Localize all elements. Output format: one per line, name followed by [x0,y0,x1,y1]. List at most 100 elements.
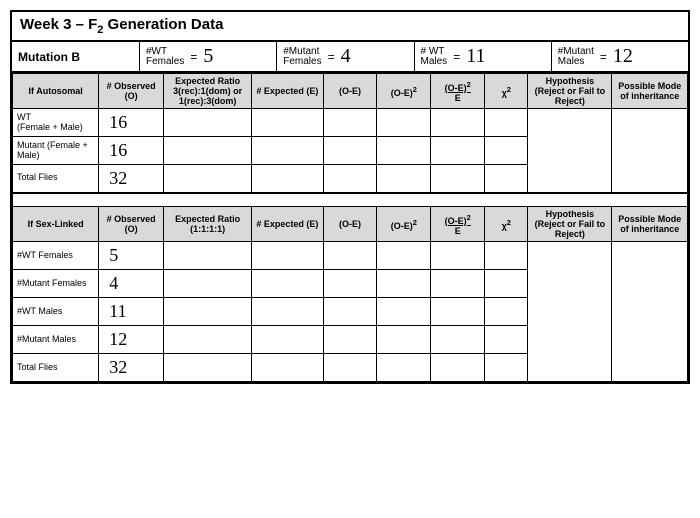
empty-cell [252,137,323,165]
empty-cell [377,137,431,165]
col-header: Possible Mode of inheritance [612,207,688,242]
empty-cell [323,354,377,382]
empty-cell [431,165,485,193]
hypothesis-cell [528,109,612,193]
row-label: WT(Female + Male) [13,109,99,137]
table-row: WT(Female + Male) 16 [13,109,688,137]
col-header: Expected Ratio (1:1:1:1) [163,207,251,242]
table-row: #WT Females 5 [13,242,688,270]
empty-cell [431,109,485,137]
empty-cell [323,270,377,298]
empty-cell [252,242,323,270]
mutant-males-label: #MutantMales [558,47,594,67]
empty-cell [252,326,323,354]
empty-cell [377,354,431,382]
col-header: If Autosomal [13,74,99,109]
empty-cell [485,354,528,382]
equals-sign: = [190,50,197,64]
empty-cell [485,270,528,298]
header-row: If Sex-Linked# Observed (O)Expected Rati… [13,207,688,242]
empty-cell [323,242,377,270]
empty-cell [252,165,323,193]
col-header: (O-E)2E [431,74,485,109]
observed-value: 5 [109,245,118,265]
empty-cell [377,270,431,298]
empty-cell [485,242,528,270]
empty-cell [323,137,377,165]
col-header: # Expected (E) [252,207,323,242]
empty-cell [431,354,485,382]
empty-cell [377,326,431,354]
observed-value: 16 [109,112,127,132]
empty-cell [163,242,251,270]
empty-cell [163,326,251,354]
observed-value: 4 [109,273,118,293]
observed-value: 12 [109,329,127,349]
worksheet: Week 3 – F2 Generation Data Mutation B #… [10,10,690,384]
row-label: Total Flies [13,165,99,193]
observed-cell: 5 [99,242,164,270]
observed-cell: 32 [99,165,164,193]
empty-cell [163,270,251,298]
col-header: # Observed (O) [99,207,164,242]
observed-cell: 11 [99,298,164,326]
empty-cell [163,298,251,326]
row-label: Total Flies [13,354,99,382]
empty-cell [431,270,485,298]
col-header: χ2 [485,207,528,242]
observed-value: 32 [109,357,127,377]
empty-cell [323,165,377,193]
empty-cell [485,298,528,326]
mode-cell [612,109,688,193]
empty-cell [163,137,251,165]
header-row: If Autosomal# Observed (O)Expected Ratio… [13,74,688,109]
table-body: If Autosomal# Observed (O)Expected Ratio… [13,74,688,382]
col-header: Hypothesis (Reject or Fail to Reject) [528,207,612,242]
empty-cell [252,298,323,326]
empty-cell [377,109,431,137]
col-header: (O-E) [323,74,377,109]
observed-value: 32 [109,168,127,188]
hypothesis-cell [528,242,612,382]
mutant-females-cell: #MutantFemales = 4 [277,42,414,71]
equals-sign: = [328,50,335,64]
mutant-males-value: 12 [613,45,633,68]
row-label: #WT Males [13,298,99,326]
col-header: Possible Mode of inheritance [612,74,688,109]
col-header: Expected Ratio 3(rec):1(dom) or 1(rec):3… [163,74,251,109]
empty-cell [377,242,431,270]
observed-cell: 32 [99,354,164,382]
col-header: If Sex-Linked [13,207,99,242]
col-header: Hypothesis (Reject or Fail to Reject) [528,74,612,109]
row-label: #WT Females [13,242,99,270]
empty-cell [252,109,323,137]
empty-cell [485,137,528,165]
col-header: (O-E)2E [431,207,485,242]
observed-value: 16 [109,140,127,160]
col-header: # Observed (O) [99,74,164,109]
row-label: #Mutant Males [13,326,99,354]
observed-cell: 16 [99,137,164,165]
data-table: If Autosomal# Observed (O)Expected Ratio… [12,73,688,382]
empty-cell [431,137,485,165]
row-label: Mutant (Female + Male) [13,137,99,165]
mutation-label: Mutation B [12,42,140,71]
empty-cell [163,109,251,137]
wt-females-cell: #WTFemales = 5 [140,42,277,71]
wt-males-label: # WTMales [421,47,448,67]
col-header: # Expected (E) [252,74,323,109]
empty-cell [323,109,377,137]
observed-cell: 12 [99,326,164,354]
mutant-females-value: 4 [341,45,351,68]
title: Week 3 – F2 Generation Data [12,12,688,42]
empty-cell [163,165,251,193]
summary-row: Mutation B #WTFemales = 5 #MutantFemales… [12,42,688,73]
empty-cell [323,298,377,326]
empty-cell [485,165,528,193]
equals-sign: = [600,50,607,64]
row-label: #Mutant Females [13,270,99,298]
empty-cell [323,326,377,354]
observed-cell: 4 [99,270,164,298]
empty-cell [377,298,431,326]
empty-cell [163,354,251,382]
